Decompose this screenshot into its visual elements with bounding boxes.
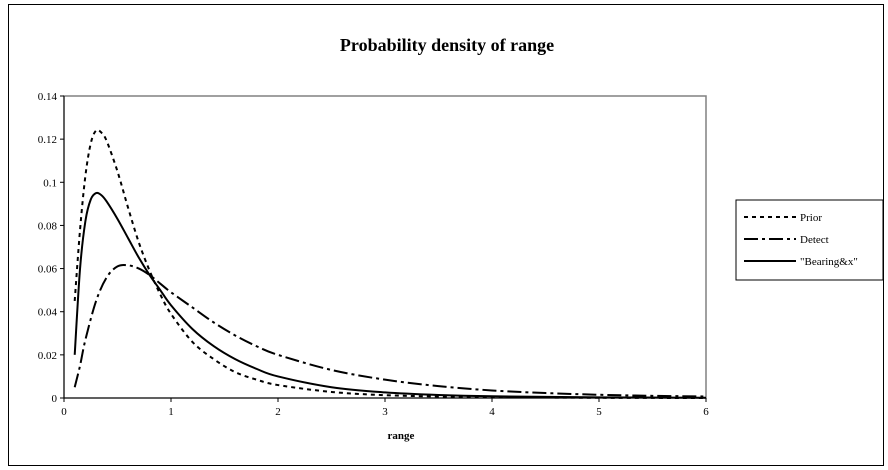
y-tick-label: 0.1 — [43, 177, 57, 189]
legend-label-2: "Bearing&x" — [800, 256, 858, 268]
y-tick-label: 0 — [52, 393, 58, 405]
x-axis-label: range — [388, 430, 415, 442]
legend-label-0: Prior — [800, 212, 822, 224]
chart-frame: Probability density of range 0 0.02 0.04 0.… — [8, 4, 884, 466]
x-tick-label: 2 — [275, 406, 281, 418]
legend-label-1: Detect — [800, 234, 829, 246]
y-tick-label: 0.12 — [38, 134, 57, 146]
series-line-1 — [73, 263, 707, 398]
x-tick-label: 6 — [703, 406, 709, 418]
y-tick-label: 0.04 — [38, 307, 58, 319]
x-tick-label: 5 — [596, 406, 602, 418]
y-tick-label: 0.08 — [38, 220, 58, 232]
x-tick-label: 1 — [168, 406, 174, 418]
chart-svg: 0 0.02 0.04 0.06 0.08 0.1 0.12 0.14 0 1 2 3 4 5 6 range… — [38, 91, 883, 442]
y-tick-label: 0.02 — [38, 350, 57, 362]
chart-title: Probability density of range — [339, 35, 555, 55]
y-tick-label: 0.14 — [38, 91, 58, 103]
y-tick-label: 0.06 — [38, 264, 58, 276]
x-tick-label: 3 — [382, 406, 388, 418]
series-line-2 — [73, 191, 707, 399]
x-tick-label: 0 — [61, 406, 67, 418]
x-tick-label: 4 — [489, 406, 495, 418]
plot-area — [63, 95, 707, 399]
legend-box — [735, 199, 883, 281]
series-line-0 — [73, 128, 707, 399]
